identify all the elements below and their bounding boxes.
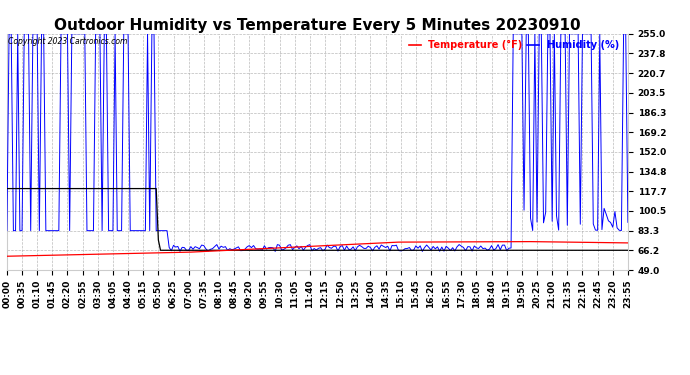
Title: Outdoor Humidity vs Temperature Every 5 Minutes 20230910: Outdoor Humidity vs Temperature Every 5 …: [54, 18, 581, 33]
Legend: Temperature (°F), Humidity (%): Temperature (°F), Humidity (%): [405, 36, 623, 54]
Text: Copyright 2023 Cartronics.com: Copyright 2023 Cartronics.com: [8, 37, 127, 46]
